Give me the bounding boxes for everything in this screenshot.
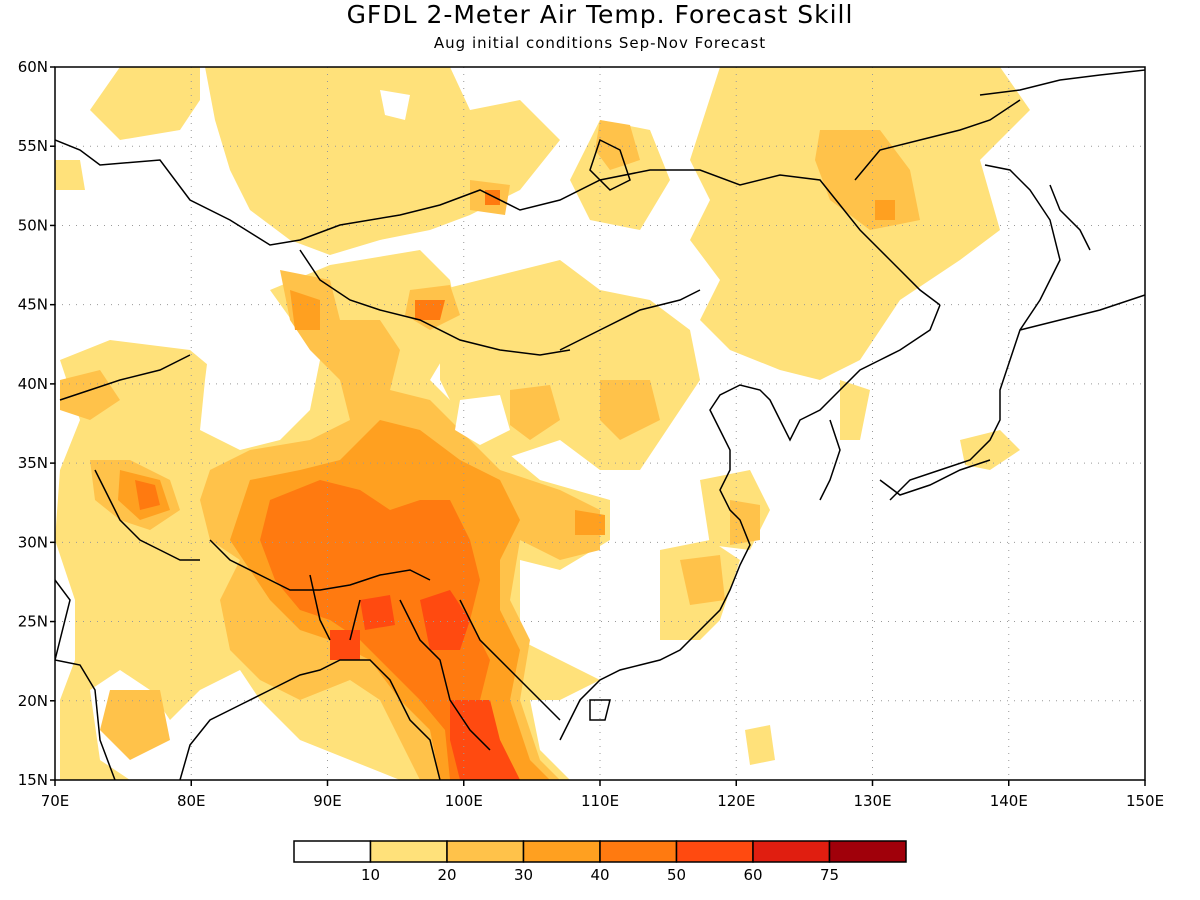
colorbar-swatch-5 xyxy=(675,840,754,863)
colorbar-swatch-3 xyxy=(522,840,601,863)
map-subtitle: Aug initial conditions Sep-Nov Forecast xyxy=(433,34,767,52)
tick-label-lon-70E: 70E xyxy=(41,792,70,810)
colorbar-swatch-0 xyxy=(293,840,372,863)
tick-label-lon-90E: 90E xyxy=(313,792,342,810)
colorbar: 10 20 30 40 50 60 75 xyxy=(293,840,907,884)
tick-label-lat-60N: 60N xyxy=(18,58,48,76)
skill-shading xyxy=(55,67,1030,780)
tick-label-lon-100E: 100E xyxy=(445,792,483,810)
colorbar-swatch-4 xyxy=(599,840,678,863)
colorbar-swatch-6 xyxy=(752,840,831,863)
colorbar-label-20: 20 xyxy=(437,866,456,884)
colorbar-swatch-1 xyxy=(369,840,448,863)
tick-label-lon-110E: 110E xyxy=(581,792,619,810)
tick-label-lat-50N: 50N xyxy=(18,216,48,234)
colorbar-label-10: 10 xyxy=(361,866,380,884)
tick-label-lon-140E: 140E xyxy=(990,792,1028,810)
colorbar-label-60: 60 xyxy=(743,866,762,884)
tick-label-lat-25N: 25N xyxy=(18,613,48,631)
tick-label-lat-45N: 45N xyxy=(18,296,48,314)
coastlines xyxy=(55,69,1145,780)
tick-label-lon-150E: 150E xyxy=(1126,792,1164,810)
tick-label-lat-30N: 30N xyxy=(18,533,48,551)
tick-label-lon-130E: 130E xyxy=(853,792,891,810)
tick-label-lat-20N: 20N xyxy=(18,692,48,710)
tick-label-lon-80E: 80E xyxy=(177,792,206,810)
colorbar-label-50: 50 xyxy=(667,866,686,884)
tick-label-lat-40N: 40N xyxy=(18,375,48,393)
colorbar-label-30: 30 xyxy=(514,866,533,884)
colorbar-swatch-7 xyxy=(828,840,907,863)
tick-label-lat-15N: 15N xyxy=(18,771,48,789)
longitude-axis: 70E 80E 90E 100E 110E 120E 130E 140E 150E xyxy=(41,780,1164,810)
tick-label-lat-55N: 55N xyxy=(18,137,48,155)
map-title: GFDL 2-Meter Air Temp. Forecast Skill xyxy=(346,0,854,29)
tick-label-lon-120E: 120E xyxy=(717,792,755,810)
colorbar-label-40: 40 xyxy=(590,866,609,884)
tick-label-lat-35N: 35N xyxy=(18,454,48,472)
colorbar-swatch-2 xyxy=(446,840,525,863)
latitude-axis: 15N 20N 25N 30N 35N 40N 45N 50N 55N 60N xyxy=(18,58,55,789)
colorbar-label-75: 75 xyxy=(820,866,839,884)
